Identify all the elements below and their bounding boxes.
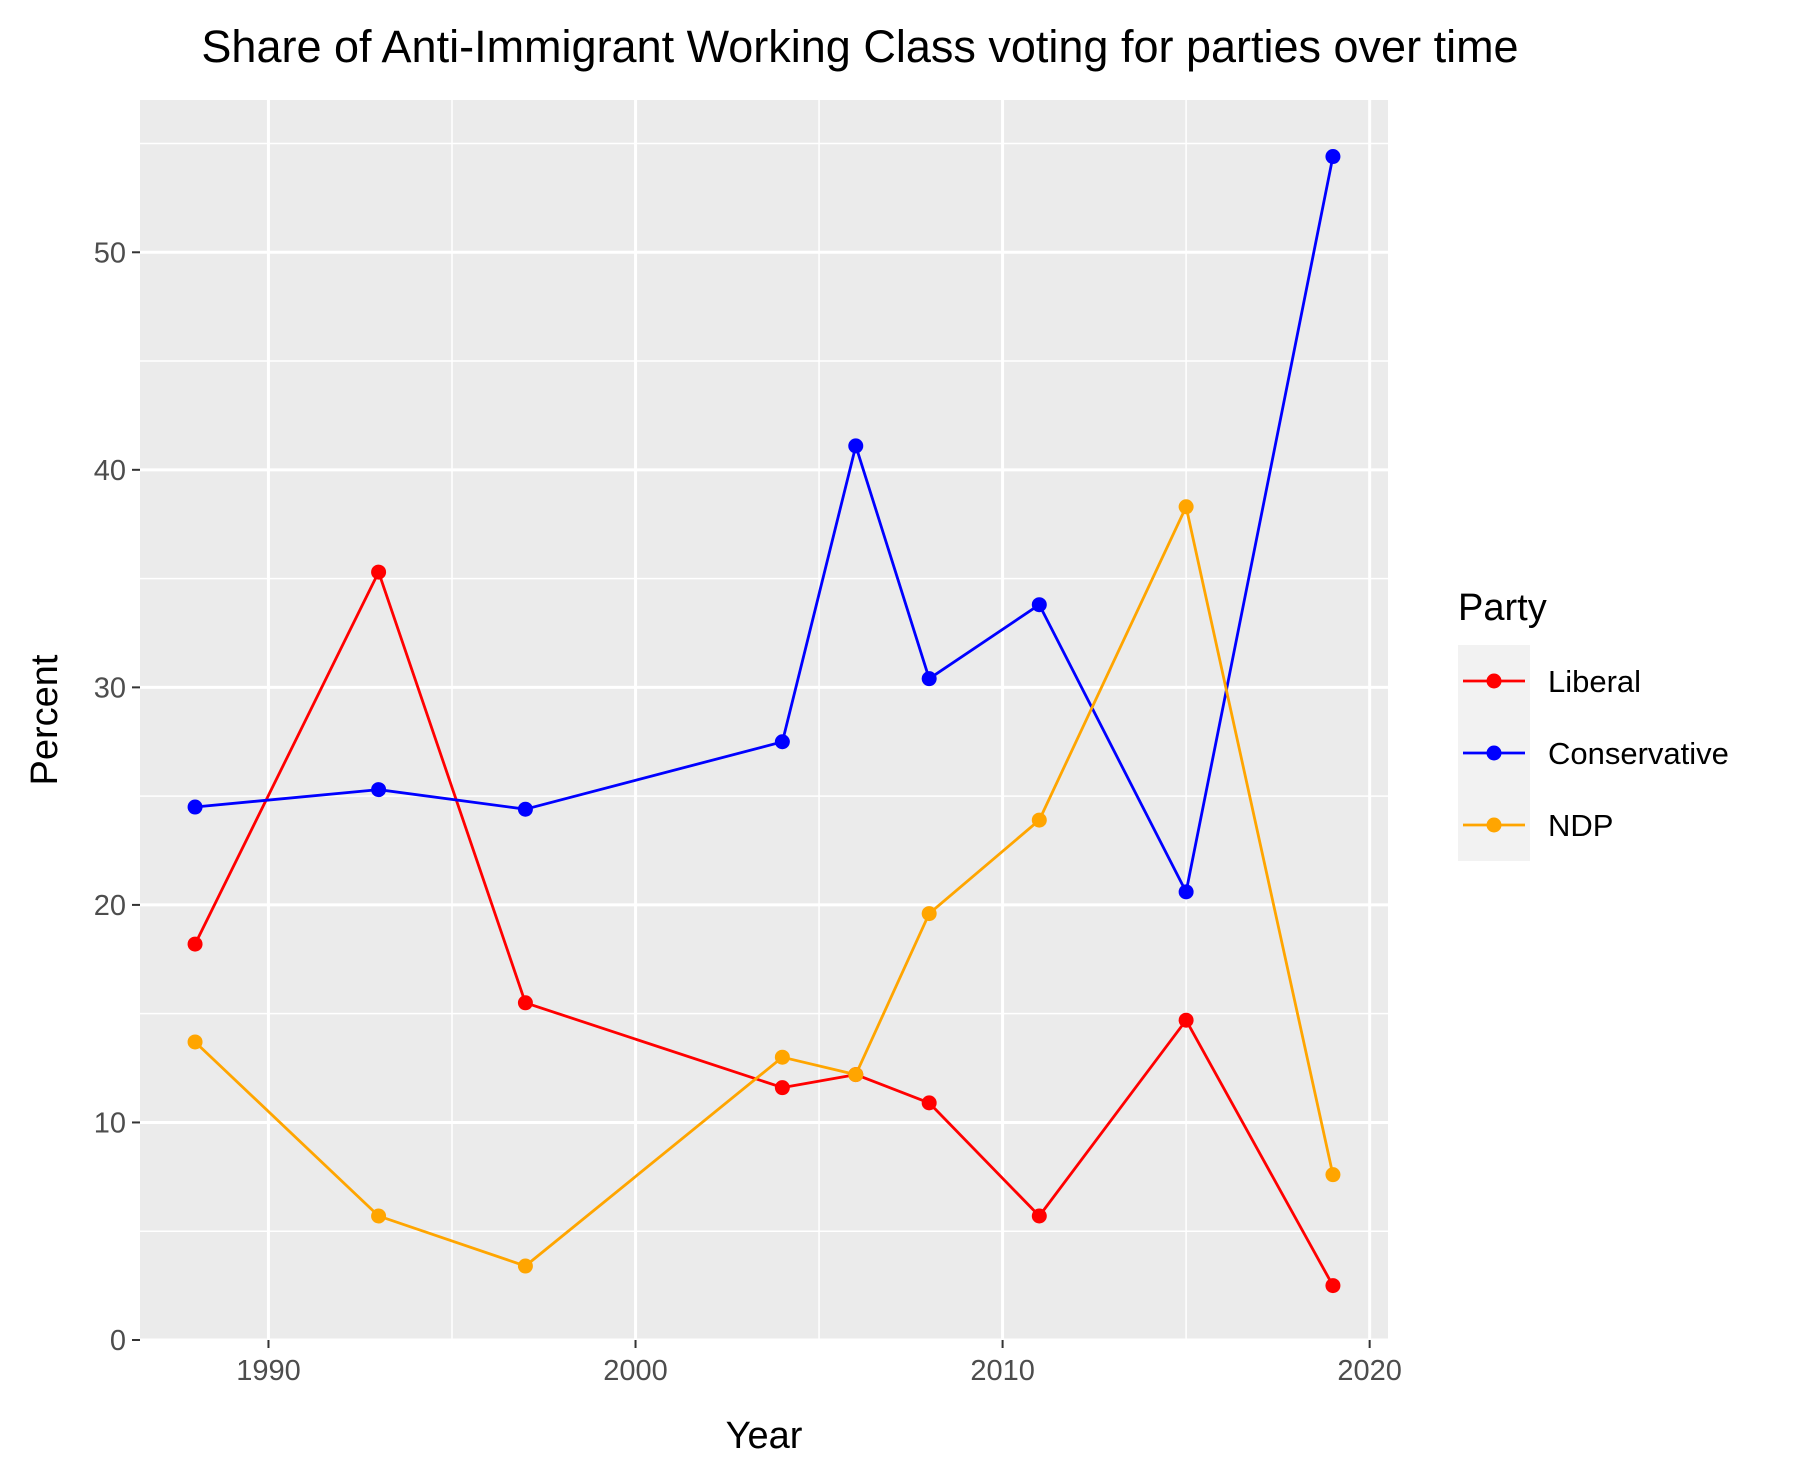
data-point-liberal [187,936,203,952]
data-point-ndp [921,906,937,922]
chart-title: Share of Anti-Immigrant Working Class vo… [201,21,1518,72]
y-tick-label: 20 [94,890,126,922]
data-point-ndp [1325,1167,1341,1183]
x-tick-label: 1990 [236,1355,301,1387]
data-point-ndp [187,1034,203,1050]
data-point-conservative [1178,884,1194,900]
data-point-ndp [774,1049,790,1065]
x-tick-label: 2010 [970,1355,1035,1387]
data-point-conservative [774,734,790,750]
legend-key-point-conservative [1486,745,1502,761]
x-axis-title: Year [726,1415,803,1457]
data-point-conservative [1325,149,1341,165]
data-point-ndp [1031,812,1047,828]
legend-key-point-liberal [1486,673,1502,689]
legend-label-ndp: NDP [1548,808,1613,843]
y-tick-label: 50 [94,237,126,269]
major-gridlines [140,100,1388,1342]
data-point-liberal [1031,1208,1047,1224]
data-point-conservative [921,671,937,687]
y-tick-label: 10 [94,1107,126,1139]
data-point-ndp [848,1067,864,1083]
data-point-conservative [371,782,387,798]
data-point-conservative [1031,597,1047,613]
legend-key-point-ndp [1486,817,1502,833]
x-axis: 1990 2000 2010 2020 [236,1340,1402,1387]
plot-panel [140,100,1388,1340]
data-point-ndp [1178,499,1194,515]
data-point-conservative [848,438,864,454]
y-tick-label: 40 [94,455,126,487]
y-axis-title: Percent [24,654,66,785]
legend-label-conservative: Conservative [1548,736,1729,771]
x-tick-label: 2000 [603,1355,668,1387]
x-tick-label: 2020 [1337,1355,1402,1387]
legend-label-liberal: Liberal [1548,664,1641,699]
data-point-ndp [371,1208,387,1224]
series-points [187,149,1341,1294]
data-point-conservative [517,801,533,817]
data-point-liberal [1178,1012,1194,1028]
data-point-liberal [774,1080,790,1096]
legend-items: Liberal Conservative NDP [1458,645,1729,861]
data-point-liberal [1325,1278,1341,1294]
data-point-liberal [517,995,533,1011]
y-tick-label: 0 [110,1325,126,1357]
data-point-ndp [517,1258,533,1274]
data-point-liberal [921,1095,937,1111]
y-tick-label: 30 [94,672,126,704]
minor-gridlines [140,100,1388,1340]
y-axis: 0 10 20 30 40 50 [94,237,140,1357]
data-point-conservative [187,799,203,815]
legend-title: Party [1458,587,1547,629]
data-point-liberal [371,564,387,580]
legend: Party Liberal Conservative NDP [1458,587,1729,861]
